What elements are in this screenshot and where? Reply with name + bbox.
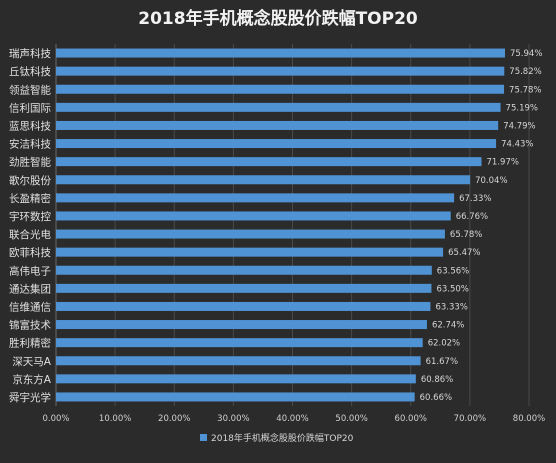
bar[interactable]	[56, 175, 471, 185]
bar[interactable]	[56, 211, 451, 221]
bar[interactable]	[56, 102, 501, 112]
data-label: 65.78%	[450, 230, 482, 240]
data-label: 75.82%	[509, 67, 541, 77]
category-label: 长盈精密	[9, 192, 51, 205]
category-label: 京东方A	[12, 373, 51, 386]
bar[interactable]	[56, 48, 505, 58]
x-tick-label: 0.00%	[42, 414, 69, 424]
bar[interactable]	[56, 157, 482, 167]
x-tick-label: 70.00%	[454, 414, 486, 424]
category-label: 欧菲科技	[9, 246, 51, 259]
bar[interactable]	[56, 139, 497, 149]
bar[interactable]	[56, 120, 499, 130]
category-label: 蓝思科技	[9, 119, 51, 132]
data-label: 74.79%	[503, 121, 535, 131]
bar[interactable]	[56, 193, 455, 203]
data-label: 60.86%	[421, 375, 453, 385]
bar[interactable]	[56, 374, 416, 384]
x-tick-label: 40.00%	[276, 414, 308, 424]
data-label: 71.97%	[487, 158, 519, 168]
bar[interactable]	[56, 265, 432, 275]
x-tick-label: 20.00%	[158, 414, 190, 424]
bar[interactable]	[56, 229, 445, 239]
category-label: 胜利精密	[9, 337, 51, 350]
category-label: 锦富技术	[9, 319, 51, 332]
bar[interactable]	[56, 356, 421, 366]
x-tick-label: 50.00%	[335, 414, 367, 424]
category-label: 劲胜智能	[9, 156, 51, 169]
chart-title: 2018年手机概念股股价跌幅TOP20	[138, 9, 418, 29]
category-label: 安洁科技	[9, 138, 51, 151]
category-label: 信维通信	[9, 300, 51, 313]
bar[interactable]	[56, 392, 415, 402]
category-label: 瑞声科技	[9, 47, 51, 60]
category-label: 深天马A	[12, 356, 51, 368]
data-label: 74.43%	[501, 140, 533, 150]
x-tick-label: 10.00%	[99, 414, 131, 424]
category-label: 宇环数控	[9, 210, 51, 223]
legend-label: 2018年手机概念股股价跌幅TOP20	[211, 432, 354, 444]
data-label: 70.04%	[475, 176, 507, 186]
data-label: 65.47%	[448, 248, 480, 258]
data-label: 75.78%	[509, 85, 541, 95]
category-label: 舜宇光学	[9, 391, 51, 404]
bar[interactable]	[56, 283, 432, 293]
category-label: 歌尔股份	[9, 174, 51, 187]
data-label: 63.56%	[437, 266, 469, 276]
data-label: 62.74%	[432, 321, 464, 331]
data-label: 60.66%	[420, 393, 452, 403]
x-tick-label: 60.00%	[395, 414, 427, 424]
data-label: 66.76%	[456, 212, 488, 222]
bar[interactable]	[56, 301, 431, 311]
data-label: 67.33%	[459, 194, 491, 204]
data-label: 75.94%	[510, 49, 542, 59]
category-label: 信利国际	[9, 102, 51, 114]
x-tick-label: 80.00%	[513, 414, 545, 424]
bar[interactable]	[56, 84, 505, 94]
bar[interactable]	[56, 247, 444, 257]
data-label: 62.02%	[428, 339, 460, 349]
category-label: 联合光电	[9, 228, 51, 241]
category-label: 通达集团	[9, 282, 51, 295]
x-tick-label: 30.00%	[217, 414, 249, 424]
category-label: 高伟电子	[9, 264, 51, 277]
category-label: 领益智能	[9, 83, 51, 96]
category-label: 丘钛科技	[9, 65, 51, 78]
bar[interactable]	[56, 320, 427, 330]
legend-swatch	[200, 434, 207, 441]
data-label: 61.67%	[426, 357, 458, 367]
data-label: 63.33%	[435, 302, 467, 312]
bar[interactable]	[56, 66, 505, 76]
data-label: 75.19%	[506, 103, 538, 113]
bar[interactable]	[56, 338, 423, 348]
data-label: 63.50%	[436, 284, 468, 294]
